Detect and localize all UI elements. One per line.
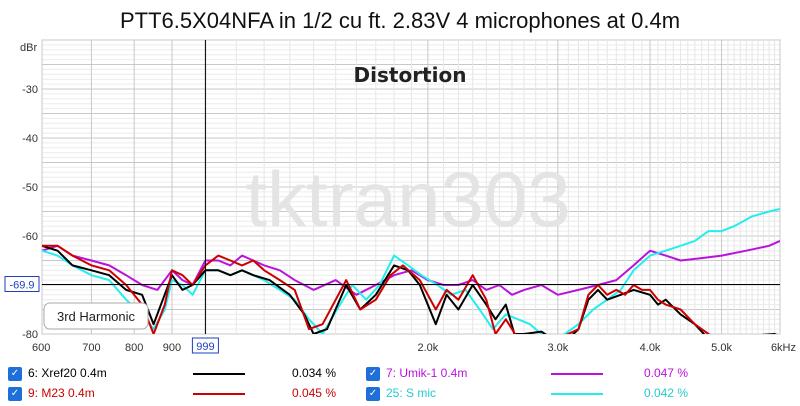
x-tick-label: 3.0k	[547, 342, 568, 354]
y-axis-label: dBr	[20, 42, 37, 54]
checkbox-icon[interactable]: ✓	[8, 367, 22, 381]
legend-label: 7: Umik-1 0.4m	[386, 366, 468, 380]
cursor[interactable]: -69.9 999	[4, 40, 780, 354]
x-tick-labels: 600 700 800 900 2.0k 3.0k 4.0k 5.0k 6kHz	[32, 342, 796, 354]
legend-item-umik[interactable]: ✓ 7: Umik-1 0.4m 0.047 %	[366, 366, 786, 384]
legend-label: 9: M23 0.4m	[28, 386, 95, 400]
legend-swatch	[193, 393, 245, 395]
legend-value: 0.042 %	[643, 386, 688, 400]
checkbox-icon[interactable]: ✓	[8, 387, 22, 401]
distortion-label: Distortion	[354, 63, 467, 87]
legend-swatch	[551, 373, 603, 375]
x-tick-label: 700	[82, 342, 100, 354]
legend-value: 0.047 %	[643, 366, 688, 380]
legend-swatch	[551, 393, 603, 395]
legend-label: 25: S mic	[386, 386, 437, 400]
legend: ✓ 6: Xref20 0.4m 0.034 % ✓ 9: M23 0.4m 0…	[0, 362, 800, 406]
checkbox-icon[interactable]: ✓	[366, 387, 380, 401]
x-tick-label: 2.0k	[417, 342, 438, 354]
cursor-y-readout: -69.9	[9, 280, 34, 292]
legend-item-smic[interactable]: ✓ 25: S mic 0.042 %	[366, 386, 786, 404]
harmonic-selector-box	[43, 302, 149, 330]
y-tick-label: -40	[22, 133, 38, 145]
legend-label: 6: Xref20 0.4m	[28, 366, 107, 380]
y-tick-label: -50	[22, 182, 38, 194]
x-tick-label: 6kHz	[771, 342, 796, 354]
cursor-x-readout-box	[191, 337, 219, 354]
harmonic-selector-label: 3rd Harmonic	[57, 309, 136, 324]
legend-value: 0.034 %	[291, 366, 336, 380]
watermark: tktran303	[245, 155, 570, 243]
series-line-m23-0-4m	[42, 244, 711, 334]
series-line-umik-1-0-4m	[42, 239, 780, 296]
y-tick-label: -80	[22, 329, 38, 341]
x-tick-label: 5.0k	[711, 342, 732, 354]
cursor-y-readout-box	[4, 276, 40, 293]
legend-swatch	[193, 373, 245, 375]
legend-item-m23[interactable]: ✓ 9: M23 0.4m 0.045 %	[8, 386, 388, 404]
harmonic-selector[interactable]: 3rd Harmonic	[43, 302, 149, 330]
y-tick-label: -30	[22, 84, 38, 96]
x-tick-label: 900	[163, 342, 181, 354]
checkbox-icon[interactable]: ✓	[366, 367, 380, 381]
chart-title: PTT6.5X04NFA in 1/2 cu ft. 2.83V 4 micro…	[119, 8, 681, 33]
plot-area[interactable]: -30 -40 -50 -60 -80 600 700 800 900 2.0k 3.0k 4.0k…	[0, 0, 800, 362]
cursor-x-readout: 999	[196, 341, 214, 353]
x-tick-label: 800	[125, 342, 143, 354]
y-tick-labels: -30 -40 -50 -60 -80	[22, 84, 38, 341]
legend-value: 0.045 %	[291, 386, 336, 400]
legend-item-xref20[interactable]: ✓ 6: Xref20 0.4m 0.034 %	[8, 366, 388, 384]
x-tick-label: 600	[32, 342, 50, 354]
y-tick-label: -60	[22, 231, 38, 243]
x-tick-label: 4.0k	[640, 342, 661, 354]
